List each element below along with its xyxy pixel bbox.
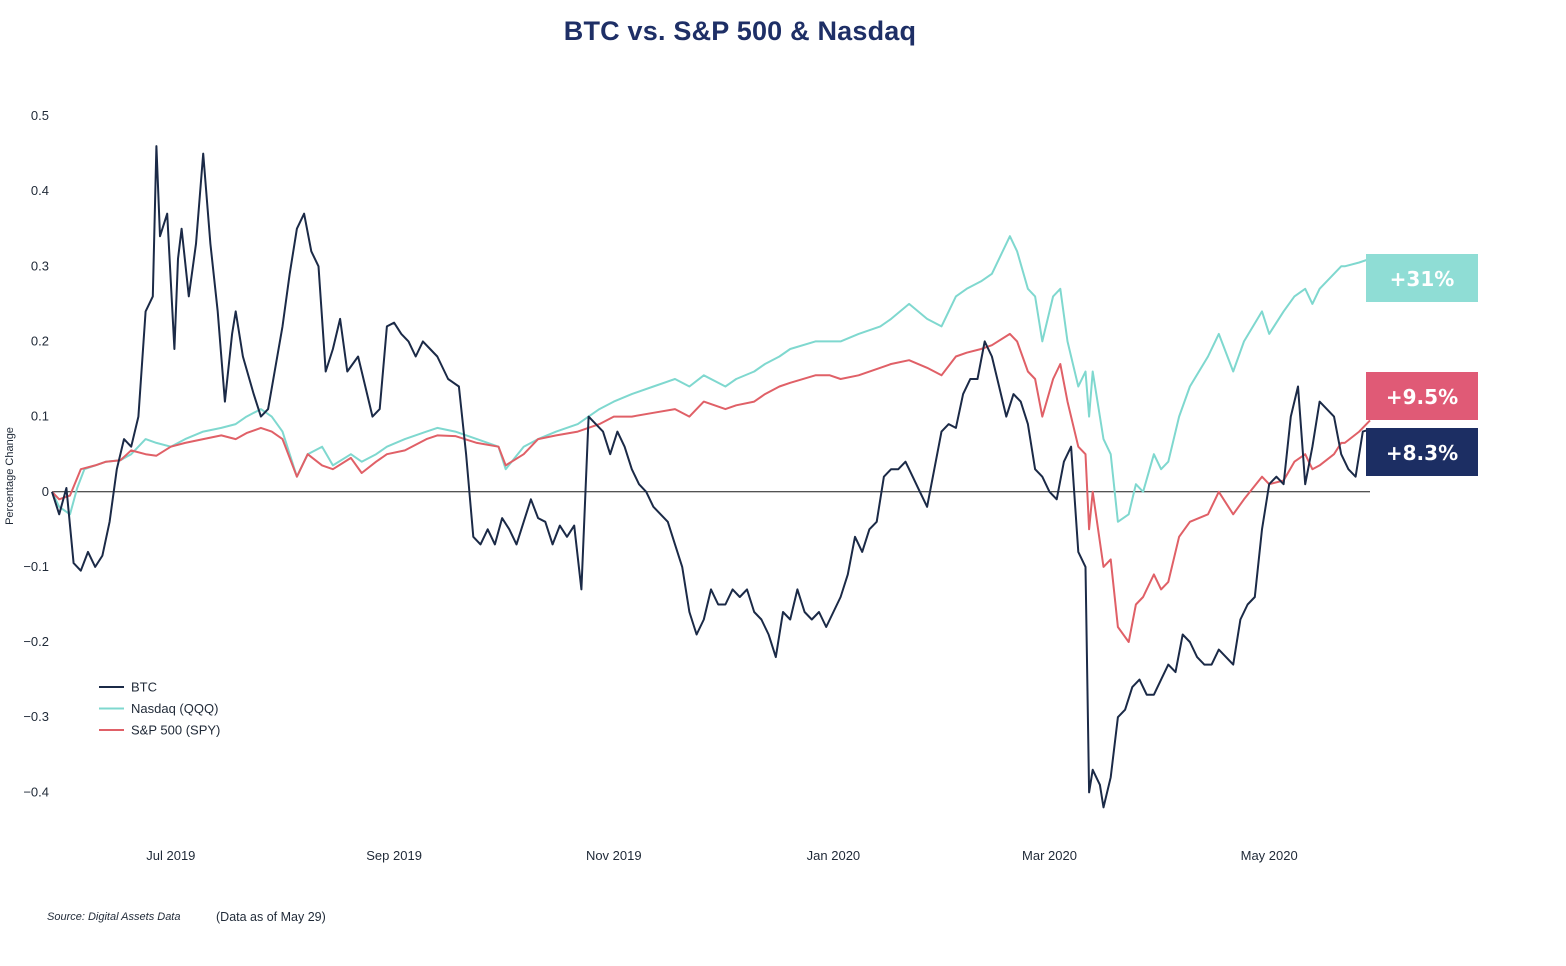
y-tick-label: 0 [42, 484, 49, 499]
y-tick-label: −0.3 [23, 709, 49, 724]
y-tick-label: 0.5 [31, 108, 49, 123]
callout-label: +31% [1390, 267, 1455, 291]
x-axis-ticks: Jul 2019 Sep 2019 Nov 2019 Jan 2020 Mar 2020… [146, 848, 1297, 863]
y-tick-label: 0.2 [31, 333, 49, 348]
y-tick-label: 0.3 [31, 258, 49, 273]
legend-label: Nasdaq (QQQ) [131, 701, 218, 716]
series-line-btc [51, 145, 1371, 809]
legend-label: BTC [131, 680, 157, 695]
y-tick-label: −0.4 [23, 784, 49, 799]
callout-label: +9.5% [1386, 385, 1458, 409]
data-note: (Data as of May 29) [216, 910, 326, 924]
y-tick-label: −0.2 [23, 634, 49, 649]
x-tick-label: Mar 2020 [1022, 848, 1077, 863]
series-line-nasdaq-qqq [51, 235, 1371, 523]
chart-title: BTC vs. S&P 500 & Nasdaq [563, 16, 917, 46]
callouts: +31% +9.5% +8.3% [1366, 254, 1478, 476]
x-tick-label: May 2020 [1241, 848, 1298, 863]
legend-label: S&P 500 (SPY) [131, 723, 220, 738]
x-tick-label: Sep 2019 [366, 848, 422, 863]
legend: BTC Nasdaq (QQQ) S&P 500 (SPY) [99, 680, 220, 738]
y-tick-label: 0.1 [31, 409, 49, 424]
x-tick-label: Jul 2019 [146, 848, 195, 863]
x-tick-label: Nov 2019 [586, 848, 642, 863]
callout-label: +8.3% [1386, 441, 1458, 465]
callout-box [1366, 254, 1478, 302]
callout-box [1366, 372, 1478, 420]
series-line-s-p-500-spy [51, 332, 1371, 643]
y-tick-label: −0.1 [23, 559, 49, 574]
y-tick-label: 0.4 [31, 183, 49, 198]
callout-box [1366, 428, 1478, 476]
y-axis-ticks: 0.5 0.4 0.3 0.2 0.1 0 −0.1 −0.2 −0.3 −0.4 [23, 108, 49, 799]
series-lines [51, 145, 1371, 809]
x-tick-label: Jan 2020 [807, 848, 861, 863]
source-note: Source: Digital Assets Data [47, 911, 181, 923]
y-axis-label: Percentage Change [4, 427, 16, 525]
